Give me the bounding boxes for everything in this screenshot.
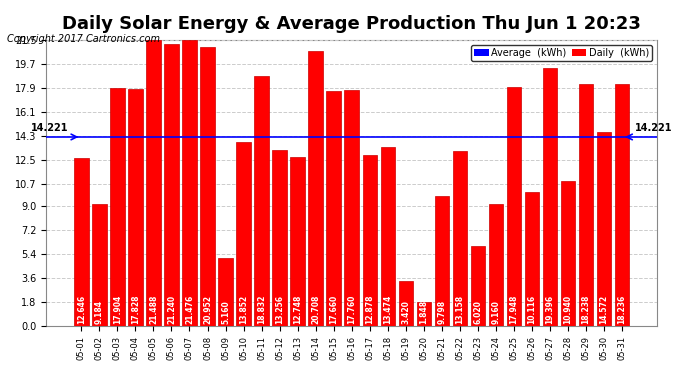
Bar bbox=[200, 47, 215, 326]
Text: 17.904: 17.904 bbox=[113, 295, 122, 324]
Text: 13.852: 13.852 bbox=[239, 295, 248, 324]
Bar bbox=[273, 150, 287, 326]
Text: 21.476: 21.476 bbox=[185, 295, 194, 324]
Text: 12.878: 12.878 bbox=[365, 295, 374, 324]
Text: 19.396: 19.396 bbox=[546, 295, 555, 324]
Text: 12.646: 12.646 bbox=[77, 295, 86, 324]
Bar bbox=[290, 156, 305, 326]
Text: 9.184: 9.184 bbox=[95, 300, 103, 324]
Bar bbox=[435, 196, 449, 326]
Bar bbox=[326, 91, 341, 326]
Text: 21.488: 21.488 bbox=[149, 295, 158, 324]
Bar bbox=[525, 192, 539, 326]
Text: 14.572: 14.572 bbox=[600, 295, 609, 324]
Text: 17.948: 17.948 bbox=[509, 295, 518, 324]
Bar bbox=[128, 89, 143, 326]
Text: 12.748: 12.748 bbox=[293, 295, 302, 324]
Bar bbox=[164, 44, 179, 326]
Bar bbox=[489, 204, 503, 326]
Text: Copyright 2017 Cartronics.com: Copyright 2017 Cartronics.com bbox=[7, 34, 160, 44]
Text: 1.848: 1.848 bbox=[420, 300, 428, 324]
Text: 20.708: 20.708 bbox=[311, 295, 320, 324]
Text: 14.221: 14.221 bbox=[31, 123, 69, 133]
Bar bbox=[237, 142, 250, 326]
Text: 9.798: 9.798 bbox=[437, 300, 446, 324]
Text: 21.240: 21.240 bbox=[167, 295, 176, 324]
Bar bbox=[110, 88, 125, 326]
Bar bbox=[417, 302, 431, 326]
Legend: Average  (kWh), Daily  (kWh): Average (kWh), Daily (kWh) bbox=[471, 45, 652, 61]
Text: 10.940: 10.940 bbox=[564, 295, 573, 324]
Text: 5.160: 5.160 bbox=[221, 300, 230, 324]
Bar bbox=[308, 51, 323, 326]
Bar bbox=[579, 84, 593, 326]
Bar bbox=[453, 151, 467, 326]
Text: 18.236: 18.236 bbox=[618, 295, 627, 324]
Text: 18.238: 18.238 bbox=[582, 295, 591, 324]
Text: 13.474: 13.474 bbox=[383, 295, 392, 324]
Text: 14.221: 14.221 bbox=[635, 123, 672, 133]
Bar bbox=[381, 147, 395, 326]
Text: 10.116: 10.116 bbox=[527, 295, 536, 324]
Bar bbox=[344, 90, 359, 326]
Text: 13.158: 13.158 bbox=[455, 295, 464, 324]
Text: 17.828: 17.828 bbox=[131, 295, 140, 324]
Text: 9.160: 9.160 bbox=[491, 300, 500, 324]
Bar bbox=[146, 40, 161, 326]
Bar bbox=[255, 76, 269, 326]
Text: 20.952: 20.952 bbox=[203, 295, 212, 324]
Bar bbox=[74, 158, 88, 326]
Bar bbox=[182, 40, 197, 326]
Text: 3.420: 3.420 bbox=[402, 300, 411, 324]
Bar bbox=[597, 132, 611, 326]
Text: 17.660: 17.660 bbox=[329, 295, 338, 324]
Bar bbox=[543, 68, 558, 326]
Bar bbox=[218, 258, 233, 326]
Bar bbox=[506, 87, 521, 326]
Bar bbox=[92, 204, 106, 326]
Text: 18.832: 18.832 bbox=[257, 295, 266, 324]
Text: 6.020: 6.020 bbox=[473, 300, 482, 324]
Title: Daily Solar Energy & Average Production Thu Jun 1 20:23: Daily Solar Energy & Average Production … bbox=[62, 15, 641, 33]
Bar bbox=[362, 155, 377, 326]
Bar bbox=[615, 84, 629, 326]
Bar bbox=[399, 280, 413, 326]
Bar bbox=[561, 181, 575, 326]
Bar bbox=[471, 246, 485, 326]
Text: 13.256: 13.256 bbox=[275, 295, 284, 324]
Text: 17.760: 17.760 bbox=[347, 295, 356, 324]
